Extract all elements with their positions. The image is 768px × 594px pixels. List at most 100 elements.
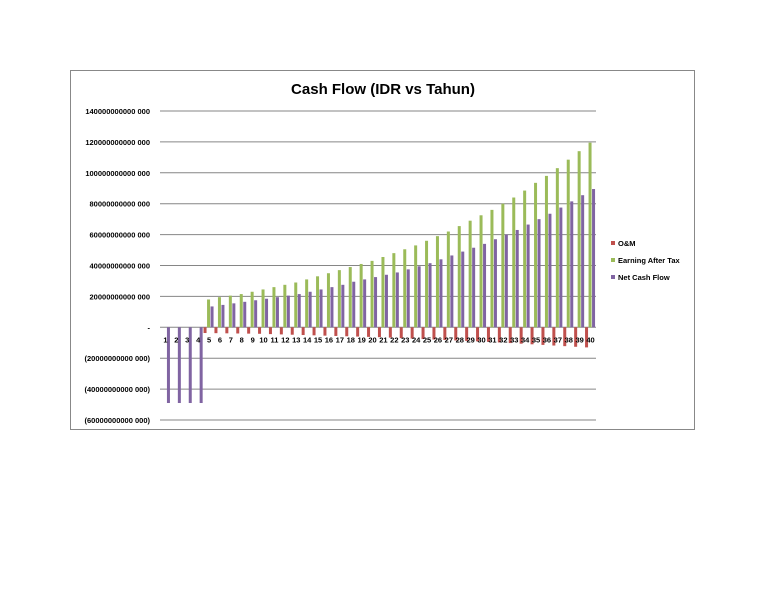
legend-swatch <box>611 241 615 245</box>
bar-net-cash-flow-22 <box>395 272 399 328</box>
bar-earning-after-tax-32 <box>501 203 505 328</box>
bar-o-m-26 <box>432 327 436 340</box>
bar-o-m-14 <box>301 327 305 336</box>
x-tick-label: 6 <box>218 335 222 344</box>
bar-net-cash-flow-14 <box>308 291 312 328</box>
x-tick-label: 29 <box>466 335 474 344</box>
bar-net-cash-flow-35 <box>537 219 541 328</box>
bar-earning-after-tax-19 <box>359 263 363 328</box>
bar-earning-after-tax-13 <box>294 282 298 328</box>
bar-net-cash-flow-27 <box>450 255 454 328</box>
chart-title: Cash Flow (IDR vs Tahun) <box>291 81 475 98</box>
y-tick-label: 140000000000 000 <box>85 107 150 116</box>
bar-o-m-33 <box>508 327 512 344</box>
bar-net-cash-flow-9 <box>254 300 258 328</box>
bar-o-m-23 <box>399 327 403 339</box>
x-tick-label: 24 <box>412 335 421 344</box>
bar-o-m-8 <box>236 327 240 334</box>
bar-o-m-7 <box>225 327 229 334</box>
bar-earning-after-tax-12 <box>283 284 287 328</box>
bar-earning-after-tax-39 <box>577 151 581 328</box>
x-tick-label: 37 <box>554 335 562 344</box>
bar-earning-after-tax-23 <box>403 249 407 328</box>
bar-net-cash-flow-40 <box>592 189 596 328</box>
bar-o-m-19 <box>356 327 360 337</box>
x-tick-label: 20 <box>368 335 376 344</box>
bar-net-cash-flow-23 <box>406 269 410 328</box>
bar-o-m-22 <box>388 327 392 338</box>
bar-o-m-12 <box>279 327 283 335</box>
bar-o-m-5 <box>203 327 207 334</box>
x-tick-label: 12 <box>281 335 289 344</box>
x-tick-label: 2 <box>174 335 178 344</box>
bar-earning-after-tax-36 <box>544 175 548 328</box>
cash-flow-chart: Cash Flow (IDR vs Tahun) 140000000000 00… <box>85 81 681 425</box>
bar-net-cash-flow-3 <box>188 327 192 404</box>
bar-earning-after-tax-21 <box>381 257 385 328</box>
x-tick-label: 5 <box>207 335 211 344</box>
bar-earning-after-tax-29 <box>468 220 472 328</box>
x-tick-label: 19 <box>357 335 365 344</box>
x-tick-label: 3 <box>185 335 189 344</box>
bar-o-m-20 <box>367 327 371 337</box>
x-tick-label: 31 <box>488 335 496 344</box>
bar-net-cash-flow-8 <box>243 301 247 328</box>
x-tick-label: 35 <box>532 335 540 344</box>
x-tick-label: 40 <box>586 335 594 344</box>
bar-earning-after-tax-33 <box>512 197 516 328</box>
bar-earning-after-tax-27 <box>446 231 450 328</box>
gridlines <box>160 110 596 421</box>
chart-frame: Cash Flow (IDR vs Tahun) 140000000000 00… <box>70 70 695 430</box>
y-tick-label: (20000000000 000) <box>85 354 151 363</box>
bar-earning-after-tax-10 <box>261 289 265 328</box>
bar-net-cash-flow-28 <box>461 251 465 328</box>
bar-earning-after-tax-38 <box>566 159 570 328</box>
bar-o-m-6 <box>214 327 218 334</box>
legend-swatch <box>611 275 615 279</box>
bar-net-cash-flow-15 <box>319 289 323 328</box>
x-tick-label: 33 <box>510 335 518 344</box>
bar-net-cash-flow-16 <box>330 287 334 328</box>
x-tick-label: 14 <box>303 335 312 344</box>
y-tick-label: 120000000000 000 <box>85 138 150 147</box>
bar-o-m-28 <box>454 327 458 341</box>
bar-o-m-38 <box>563 327 567 347</box>
bar-o-m-17 <box>334 327 338 336</box>
bar-net-cash-flow-21 <box>384 274 388 328</box>
x-tick-label: 16 <box>325 335 333 344</box>
bar-earning-after-tax-14 <box>305 279 309 328</box>
bar-o-m-10 <box>258 327 262 334</box>
x-tick-label: 22 <box>390 335 398 344</box>
x-tick-label: 7 <box>229 335 233 344</box>
bar-net-cash-flow-26 <box>439 259 443 328</box>
bar-earning-after-tax-26 <box>435 236 439 328</box>
bar-earning-after-tax-17 <box>337 270 341 328</box>
bar-o-m-16 <box>323 327 327 336</box>
x-tick-label: 21 <box>379 335 387 344</box>
x-axis-tick-labels: 1 2 3 4 5 6 7 8 9 10 11 12 13 14 15 16 17 18 19 20 21 22 23 24 2… <box>163 335 594 344</box>
bar-o-m-25 <box>421 327 425 340</box>
bar-net-cash-flow-18 <box>352 281 356 328</box>
x-tick-label: 38 <box>565 335 573 344</box>
legend-label: Earning After Tax <box>618 256 681 265</box>
bar-net-cash-flow-32 <box>504 234 508 328</box>
bar-o-m-30 <box>476 327 480 342</box>
bar-earning-after-tax-11 <box>272 287 276 328</box>
bar-earning-after-tax-20 <box>370 260 374 328</box>
bar-earning-after-tax-7 <box>228 295 232 328</box>
bar-o-m-11 <box>268 327 272 335</box>
x-tick-label: 13 <box>292 335 300 344</box>
bar-net-cash-flow-34 <box>526 224 530 328</box>
bar-o-m-21 <box>377 327 381 338</box>
bar-net-cash-flow-4 <box>199 327 203 404</box>
y-tick-label: 40000000000 000 <box>90 262 150 271</box>
x-tick-label: 36 <box>543 335 551 344</box>
x-tick-label: 9 <box>251 335 255 344</box>
bar-net-cash-flow-2 <box>177 327 181 404</box>
bar-earning-after-tax-9 <box>250 291 254 328</box>
x-tick-label: 1 <box>163 335 167 344</box>
bar-earning-after-tax-16 <box>326 273 330 328</box>
bar-earning-after-tax-25 <box>425 240 429 328</box>
x-tick-label: 28 <box>456 335 464 344</box>
bar-earning-after-tax-31 <box>490 209 494 328</box>
